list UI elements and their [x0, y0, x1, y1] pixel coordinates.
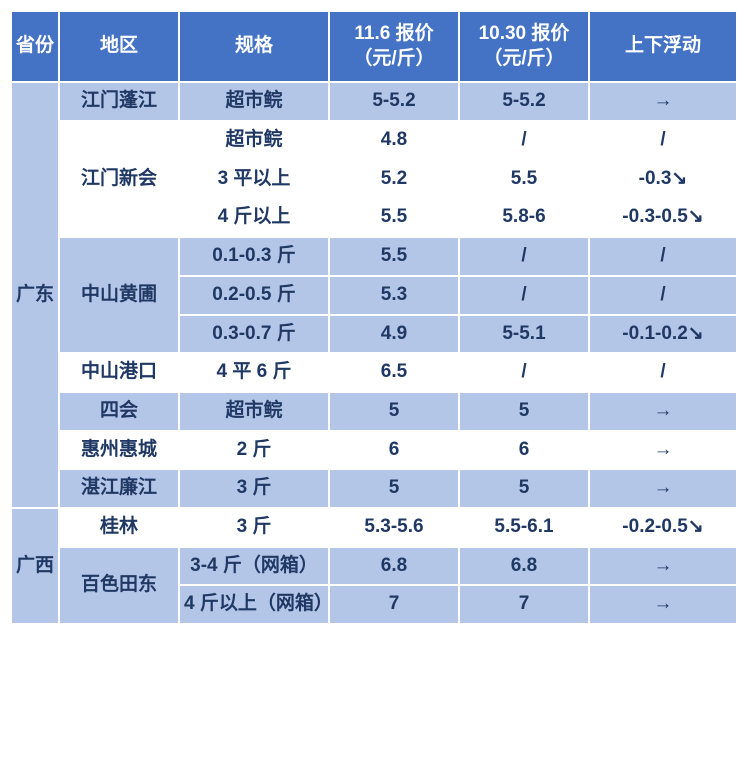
- price1-cell: 5.3-5.6: [329, 508, 459, 547]
- header-province: 省份: [11, 11, 59, 82]
- table-row: 百色田东3-4 斤（网箱）6.86.8→: [11, 547, 737, 586]
- table-row: 中山黄圃0.1-0.3 斤5.5//: [11, 237, 737, 276]
- change-cell: /: [589, 237, 737, 276]
- price2-cell: 6.8: [459, 547, 589, 586]
- spec-cell: 0.1-0.3 斤: [179, 237, 329, 276]
- header-price1: 11.6 报价（元/斤）: [329, 11, 459, 82]
- change-cell: /: [589, 276, 737, 315]
- price2-cell: 5.5-6.1: [459, 508, 589, 547]
- table-row: 广东江门蓬江超市鲩5-5.25-5.2→: [11, 82, 737, 121]
- price2-cell: /: [459, 237, 589, 276]
- change-cell: -0.1-0.2↘: [589, 315, 737, 354]
- spec-cell: 0.2-0.5 斤: [179, 276, 329, 315]
- table-row: 江门新会超市鲩4.8//: [11, 121, 737, 160]
- change-cell: -0.3-0.5↘: [589, 198, 737, 237]
- spec-cell: 3 斤: [179, 508, 329, 547]
- region-cell: 惠州惠城: [59, 431, 179, 470]
- price-table: 省份 地区 规格 11.6 报价（元/斤） 10.30 报价（元/斤） 上下浮动…: [10, 10, 738, 625]
- price2-cell: 5-5.2: [459, 82, 589, 121]
- spec-cell: 超市鲩: [179, 392, 329, 431]
- price1-cell: 6: [329, 431, 459, 470]
- price1-cell: 4.9: [329, 315, 459, 354]
- price2-cell: /: [459, 276, 589, 315]
- spec-cell: 0.3-0.7 斤: [179, 315, 329, 354]
- spec-cell: 4 平 6 斤: [179, 353, 329, 392]
- price1-cell: 7: [329, 585, 459, 624]
- change-cell: -0.2-0.5↘: [589, 508, 737, 547]
- header-spec: 规格: [179, 11, 329, 82]
- region-cell: 江门蓬江: [59, 82, 179, 121]
- price2-cell: 5: [459, 469, 589, 508]
- region-cell: 中山黄圃: [59, 237, 179, 353]
- price1-cell: 6.8: [329, 547, 459, 586]
- change-cell: →: [589, 469, 737, 508]
- price1-cell: 5-5.2: [329, 82, 459, 121]
- price1-cell: 4.8: [329, 121, 459, 160]
- price2-cell: /: [459, 353, 589, 392]
- price1-cell: 5: [329, 469, 459, 508]
- header-region: 地区: [59, 11, 179, 82]
- spec-cell: 3 平以上: [179, 160, 329, 199]
- price2-cell: /: [459, 121, 589, 160]
- price2-cell: 5: [459, 392, 589, 431]
- price1-cell: 5.2: [329, 160, 459, 199]
- spec-cell: 4 斤以上（网箱）: [179, 585, 329, 624]
- spec-cell: 3-4 斤（网箱）: [179, 547, 329, 586]
- spec-cell: 超市鲩: [179, 82, 329, 121]
- table-row: 湛江廉江3 斤55→: [11, 469, 737, 508]
- change-cell: →: [589, 392, 737, 431]
- price2-cell: 6: [459, 431, 589, 470]
- change-cell: -0.3↘: [589, 160, 737, 199]
- price1-cell: 5: [329, 392, 459, 431]
- region-cell: 湛江廉江: [59, 469, 179, 508]
- table-row: 惠州惠城2 斤66→: [11, 431, 737, 470]
- spec-cell: 3 斤: [179, 469, 329, 508]
- header-change: 上下浮动: [589, 11, 737, 82]
- change-cell: /: [589, 353, 737, 392]
- price2-cell: 5-5.1: [459, 315, 589, 354]
- province-cell: 广西: [11, 508, 59, 624]
- price1-cell: 5.5: [329, 237, 459, 276]
- header-price2: 10.30 报价（元/斤）: [459, 11, 589, 82]
- spec-cell: 2 斤: [179, 431, 329, 470]
- change-cell: →: [589, 82, 737, 121]
- region-cell: 四会: [59, 392, 179, 431]
- spec-cell: 4 斤以上: [179, 198, 329, 237]
- price1-cell: 6.5: [329, 353, 459, 392]
- region-cell: 中山港口: [59, 353, 179, 392]
- table-row: 广西桂林3 斤5.3-5.65.5-6.1-0.2-0.5↘: [11, 508, 737, 547]
- table-row: 四会超市鲩55→: [11, 392, 737, 431]
- region-cell: 江门新会: [59, 121, 179, 237]
- table-body: 广东江门蓬江超市鲩5-5.25-5.2→江门新会超市鲩4.8//3 平以上5.2…: [11, 82, 737, 624]
- province-cell: 广东: [11, 82, 59, 508]
- price2-cell: 5.5: [459, 160, 589, 199]
- spec-cell: 超市鲩: [179, 121, 329, 160]
- price2-cell: 7: [459, 585, 589, 624]
- change-cell: →: [589, 547, 737, 586]
- table-row: 中山港口4 平 6 斤6.5//: [11, 353, 737, 392]
- change-cell: →: [589, 585, 737, 624]
- change-cell: →: [589, 431, 737, 470]
- price2-cell: 5.8-6: [459, 198, 589, 237]
- region-cell: 桂林: [59, 508, 179, 547]
- region-cell: 百色田东: [59, 547, 179, 624]
- price1-cell: 5.5: [329, 198, 459, 237]
- price1-cell: 5.3: [329, 276, 459, 315]
- change-cell: /: [589, 121, 737, 160]
- table-header: 省份 地区 规格 11.6 报价（元/斤） 10.30 报价（元/斤） 上下浮动: [11, 11, 737, 82]
